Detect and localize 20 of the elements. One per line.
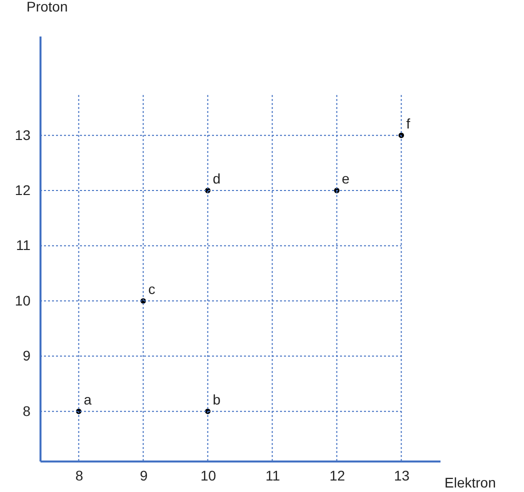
- annotation: d: [212, 170, 221, 187]
- y-tick-label: 13: [14, 126, 31, 143]
- y-tick-label: 11: [16, 237, 31, 254]
- x-tick-label: 12: [329, 468, 346, 484]
- x-tick-label: 8: [75, 468, 84, 484]
- annotation: f: [406, 115, 410, 132]
- y-tick-label: 12: [14, 182, 31, 198]
- y-tick-label: 10: [14, 292, 31, 308]
- y-tick-label: 8: [22, 402, 31, 419]
- x-tick-label: 13: [394, 468, 410, 484]
- y-tick-label: 9: [22, 348, 31, 364]
- annotation: c: [148, 280, 156, 297]
- y-axis-title: Proton: [26, 0, 68, 14]
- x-axis-title: Elektron: [444, 474, 496, 490]
- x-tick-label: 10: [200, 468, 216, 484]
- annotation: b: [212, 391, 221, 408]
- annotation: e: [342, 170, 350, 187]
- x-tick-label: 11: [265, 468, 280, 484]
- annotation: a: [84, 391, 92, 408]
- x-tick-label: 9: [140, 468, 148, 484]
